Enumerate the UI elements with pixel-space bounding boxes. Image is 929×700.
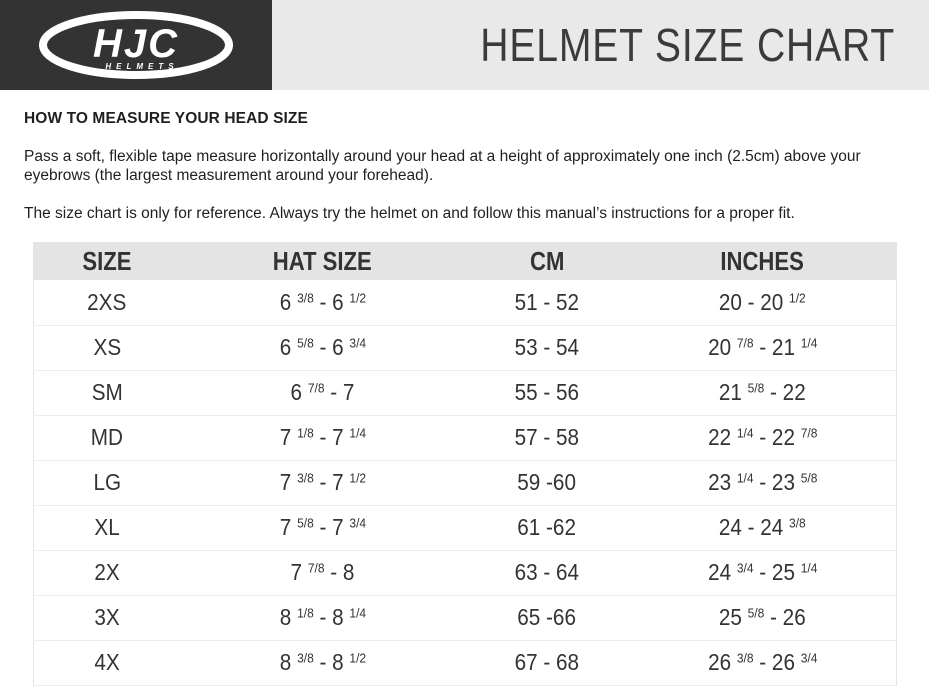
header-row: SIZE HAT SIZE CM INCHES [33, 242, 897, 280]
cell-cm: 51 - 52 [464, 280, 629, 326]
cell-size: 2XS [33, 280, 181, 326]
cell-size: MD [33, 415, 181, 461]
table-row: MD 7 1/8 - 7 1/4 57 - 58 22 1/4 - 22 7/8 [33, 415, 897, 461]
cell-cm: 67 - 68 [464, 640, 629, 686]
cell-inches: 21 5/8 - 22 [628, 370, 897, 416]
intro-paragraph-2: The size chart is only for reference. Al… [24, 205, 795, 222]
intro-section: HOW TO MEASURE YOUR HEAD SIZE Pass a sof… [0, 110, 929, 686]
cell-inches: 22 1/4 - 22 7/8 [628, 415, 897, 461]
table-row: XS 6 5/8 - 6 3/4 53 - 54 20 7/8 - 21 1/4 [33, 325, 897, 371]
table-row: SM 6 7/8 - 7 55 - 56 21 5/8 - 22 [33, 370, 897, 416]
column-header-inches: INCHES [628, 242, 897, 280]
cell-cm: 63 - 64 [464, 550, 629, 596]
table-row: 4X 8 3/8 - 8 1/2 67 - 68 26 3/8 - 26 3/4 [33, 640, 897, 686]
intro-heading: HOW TO MEASURE YOUR HEAD SIZE [24, 110, 308, 127]
size-table-body: 2XS 6 3/8 - 6 1/2 51 - 52 20 - 20 1/2 XS 6 5/… [33, 280, 897, 686]
table-row: XL 7 5/8 - 7 3/4 61 -62 24 - 24 3/8 [33, 505, 897, 551]
brand-logo-block: HJC HELMETS [0, 0, 272, 90]
table-row: 2XS 6 3/8 - 6 1/2 51 - 52 20 - 20 1/2 [33, 280, 897, 326]
column-header-size: SIZE [33, 242, 181, 280]
intro-paragraph-1: Pass a soft, flexible tape measure horiz… [24, 148, 861, 184]
cell-size: SM [33, 370, 181, 416]
cell-size: 4X [33, 640, 181, 686]
cell-hat-size: 8 3/8 - 8 1/2 [180, 640, 465, 686]
cell-cm: 55 - 56 [464, 370, 629, 416]
cell-inches: 26 3/8 - 26 3/4 [628, 640, 897, 686]
cell-cm: 57 - 58 [464, 415, 629, 461]
title-block: HELMET SIZE CHART [272, 0, 929, 90]
table-row: LG 7 3/8 - 7 1/2 59 -60 23 1/4 - 23 5/8 [33, 460, 897, 506]
page-header: HJC HELMETS HELMET SIZE CHART [0, 0, 929, 90]
cell-hat-size: 7 1/8 - 7 1/4 [180, 415, 465, 461]
cell-hat-size: 7 3/8 - 7 1/2 [180, 460, 465, 506]
table-row: 2X 7 7/8 - 8 63 - 64 24 3/4 - 25 1/4 [33, 550, 897, 596]
cell-hat-size: 7 7/8 - 8 [180, 550, 465, 596]
cell-size: 3X [33, 595, 181, 641]
page-title: HELMET SIZE CHART [480, 19, 895, 71]
cell-inches: 23 1/4 - 23 5/8 [628, 460, 897, 506]
cell-hat-size: 6 5/8 - 6 3/4 [180, 325, 465, 371]
size-table: SIZE HAT SIZE CM INCHES 2XS 6 3/8 - 6 1/2 51 … [33, 242, 897, 686]
cell-inches: 20 - 20 1/2 [628, 280, 897, 326]
cell-inches: 20 7/8 - 21 1/4 [628, 325, 897, 371]
column-header-hat-size: HAT SIZE [180, 242, 465, 280]
cell-size: LG [33, 460, 181, 506]
size-table-header: SIZE HAT SIZE CM INCHES [33, 242, 897, 280]
cell-size: 2X [33, 550, 181, 596]
svg-text:HELMETS: HELMETS [105, 62, 178, 71]
table-row: 3X 8 1/8 - 8 1/4 65 -66 25 5/8 - 26 [33, 595, 897, 641]
cell-inches: 25 5/8 - 26 [628, 595, 897, 641]
cell-hat-size: 6 7/8 - 7 [180, 370, 465, 416]
cell-cm: 59 -60 [464, 460, 629, 506]
svg-text:HJC: HJC [93, 22, 179, 66]
cell-size: XS [33, 325, 181, 371]
cell-hat-size: 6 3/8 - 6 1/2 [180, 280, 465, 326]
cell-size: XL [33, 505, 181, 551]
cell-inches: 24 3/4 - 25 1/4 [628, 550, 897, 596]
column-header-cm: CM [464, 242, 629, 280]
cell-inches: 24 - 24 3/8 [628, 505, 897, 551]
cell-cm: 53 - 54 [464, 325, 629, 371]
cell-hat-size: 8 1/8 - 8 1/4 [180, 595, 465, 641]
cell-cm: 61 -62 [464, 505, 629, 551]
hjc-logo-icon: HJC HELMETS [39, 11, 233, 79]
cell-cm: 65 -66 [464, 595, 629, 641]
cell-hat-size: 7 5/8 - 7 3/4 [180, 505, 465, 551]
